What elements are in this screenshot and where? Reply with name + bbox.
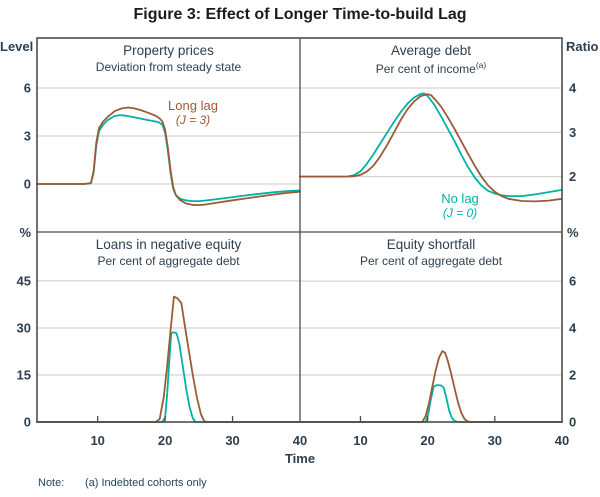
series-line-no_lag <box>299 384 563 423</box>
series-line-long_lag <box>299 350 563 423</box>
panel-title-property-prices: Property prices <box>123 43 214 58</box>
panel-title-average-debt: Average debt <box>390 43 472 58</box>
y-tick-label: 6 <box>24 81 31 96</box>
y-tick-label: 0 <box>24 177 31 192</box>
series-label-no-lag-line1: No lag <box>441 191 479 206</box>
note-label: Note: <box>38 477 65 489</box>
panel-subtitle-property-prices: Deviation from steady state <box>95 60 242 74</box>
y-tick-label: 2 <box>569 368 576 383</box>
panel-title-equity-shortfall: Equity shortfall <box>386 237 476 252</box>
series-line-long_lag <box>299 93 563 203</box>
note-text: (a) Indebted cohorts only <box>85 477 207 489</box>
y-tick-label: 3 <box>569 125 576 140</box>
x-axis-label: Time <box>284 451 316 466</box>
y-tick-label: 4 <box>569 321 577 336</box>
series-label-long-lag: Long lag (J = 3) <box>141 98 245 128</box>
panel-title-loans-negative-equity: Loans in negative equity <box>95 237 242 252</box>
axis-unit-ratio: Ratio <box>566 39 599 54</box>
x-tick-label: 40 <box>293 433 307 448</box>
axis-unit-percent-left: % <box>19 225 31 240</box>
panel-subtitle-equity-shortfall: Per cent of aggregate debt <box>359 254 503 268</box>
series-line-no_lag <box>299 92 563 198</box>
y-tick-label: 45 <box>17 273 31 288</box>
x-tick-label: 20 <box>420 433 434 448</box>
y-tick-label: 3 <box>24 129 31 144</box>
x-tick-label: 30 <box>225 433 239 448</box>
series-line-long_lag <box>36 106 301 207</box>
series-line-no_lag <box>36 331 301 423</box>
x-tick-label: 20 <box>158 433 172 448</box>
y-tick-label: 6 <box>569 274 576 289</box>
series-line-long_lag <box>36 295 301 423</box>
y-tick-label: 0 <box>24 415 31 430</box>
y-tick-label: 30 <box>17 320 31 335</box>
y-tick-label: 15 <box>17 367 31 382</box>
axis-unit-percent-right: % <box>567 225 579 240</box>
x-tick-label: 10 <box>90 433 104 448</box>
panel-subtitle-average-debt: Per cent of income(a) <box>300 60 562 76</box>
y-tick-label: 2 <box>569 169 576 184</box>
series-label-long-lag-line1: Long lag <box>168 98 218 113</box>
x-tick-label: 40 <box>555 433 569 448</box>
y-tick-label: 4 <box>569 81 577 96</box>
series-label-no-lag: No lag (J = 0) <box>410 191 510 221</box>
series-label-no-lag-line2: (J = 0) <box>442 206 478 220</box>
series-line-no_lag <box>36 114 301 203</box>
axis-unit-level: Level <box>0 39 34 54</box>
panel-subtitle-average-debt-text: Per cent of income <box>375 62 476 76</box>
footnote-marker: (a) <box>475 60 487 70</box>
series-label-long-lag-line2: (J = 3) <box>175 113 211 127</box>
y-tick-label: 0 <box>569 415 576 430</box>
x-tick-label: 30 <box>488 433 502 448</box>
x-tick-label: 10 <box>353 433 367 448</box>
figure-title: Figure 3: Effect of Longer Time-to-build… <box>133 6 467 23</box>
panel-subtitle-loans-negative-equity: Per cent of aggregate debt <box>97 254 240 268</box>
